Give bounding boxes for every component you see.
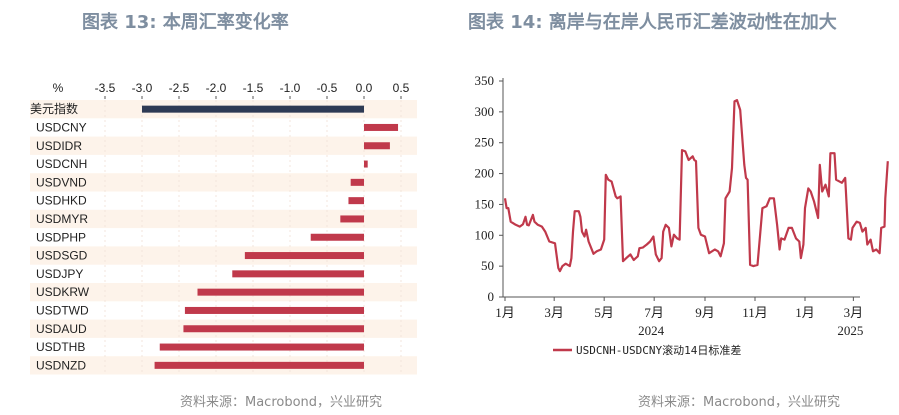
- bar-USDPHP: [310, 233, 364, 241]
- x-tick-label: -2.5: [169, 81, 190, 95]
- row-band: [30, 136, 417, 155]
- x-tick-label: -0.5: [317, 81, 338, 95]
- unit-label: %: [53, 81, 64, 95]
- row-band: [30, 173, 417, 192]
- line-chart: 0 50 100 150 200 250 300 350 1月 3月 5月 7月 9月 11月 1月 3月 20…: [475, 73, 889, 357]
- bar-USDIDR: [364, 142, 390, 150]
- x-tick-label: 11月: [742, 305, 768, 320]
- right-chart-title: 图表 14: 离岸与在岸人民币汇差波动性在加大: [468, 12, 837, 33]
- y-tick-label: 350: [475, 73, 495, 88]
- bar-USDHKD: [348, 197, 364, 205]
- category-label: USDPHP: [36, 230, 86, 244]
- x-tick-label: 0.0: [356, 81, 373, 95]
- x-tick-label: -2.0: [206, 81, 227, 95]
- x-tick-label: -1.5: [243, 81, 264, 95]
- y-tick-label: 250: [475, 135, 495, 150]
- bar-USDNZD: [154, 361, 364, 369]
- category-label: USDIDR: [36, 139, 82, 153]
- x-tick-label: -3.0: [132, 81, 153, 95]
- bar-USDMYR: [340, 215, 364, 223]
- category-label: USDVND: [36, 175, 87, 189]
- bar-USDTWD: [184, 306, 364, 314]
- y-tick-label: 100: [475, 227, 495, 242]
- x-tick-label: -1.0: [280, 81, 301, 95]
- x-tick-label: 0.5: [393, 81, 410, 95]
- bar-USDCNY: [364, 123, 399, 131]
- row-band: [30, 246, 417, 265]
- left-chart-title: 图表 13: 本周汇率变化率: [82, 12, 289, 33]
- bar-chart: -3.5 -3.0 -2.5 -2.0 -1.5 -1.0 -0.5 0.0 0.5% 美元指数 U…: [30, 81, 417, 375]
- bar-USDKRW: [197, 288, 364, 296]
- category-label: USDSGD: [36, 249, 88, 263]
- bar-USDVND: [350, 178, 364, 186]
- legend-label: USDCNH-USDCNY滚动14日标准差: [576, 343, 741, 357]
- x-tick-label: 5月: [594, 305, 614, 320]
- category-label: USDTHB: [36, 340, 85, 354]
- y-tick-label: 50: [481, 258, 494, 273]
- category-label: USDJPY: [36, 267, 83, 281]
- left-chart-source: 资料来源：Macrobond，兴业研究: [180, 395, 383, 410]
- category-label: USDMYR: [36, 212, 88, 226]
- right-chart-source: 资料来源：Macrobond，兴业研究: [638, 395, 841, 410]
- y-tick-label: 0: [488, 289, 495, 304]
- category-label: USDHKD: [36, 194, 87, 208]
- x-tick-label: 1月: [795, 305, 815, 320]
- bar-USDJPY: [232, 270, 364, 278]
- x-tick-label: 9月: [695, 305, 715, 320]
- category-label: USDNZD: [36, 358, 86, 372]
- y-tick-label: 150: [475, 196, 495, 211]
- category-label: 美元指数: [30, 101, 78, 116]
- category-label: USDCNY: [36, 120, 87, 134]
- x-tick-label: 1月: [495, 305, 515, 320]
- bar-USDTHB: [159, 343, 364, 351]
- category-label: USDAUD: [36, 322, 87, 336]
- x-tick-label: -3.5: [95, 81, 116, 95]
- bar-USDAUD: [183, 325, 364, 333]
- bar-美元指数: [142, 105, 364, 113]
- series-line: [503, 99, 889, 273]
- x-tick-label: 3月: [544, 305, 564, 320]
- year-label: 2025: [837, 323, 863, 338]
- year-label: 2024: [638, 323, 665, 338]
- x-tick-label: 7月: [644, 305, 664, 320]
- bar-USDSGD: [244, 252, 364, 260]
- x-tick-label: 3月: [844, 305, 864, 320]
- row-band: [30, 209, 417, 229]
- y-tick-label: 200: [475, 166, 495, 181]
- bar-USDCNH: [364, 160, 368, 168]
- category-label: USDTWD: [36, 303, 89, 317]
- category-label: USDCNH: [36, 157, 87, 171]
- y-tick-label: 300: [475, 104, 495, 119]
- category-label: USDKRW: [36, 285, 90, 299]
